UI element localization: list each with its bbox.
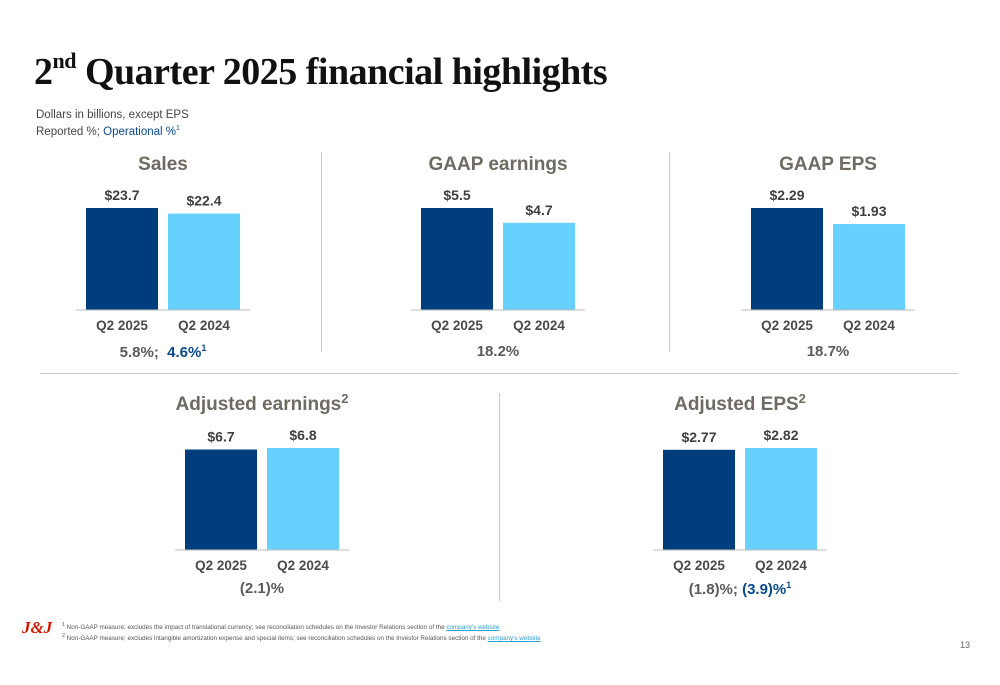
sales-bar-q2-2024 bbox=[168, 213, 240, 310]
divider-bottom bbox=[499, 393, 500, 601]
adjusted-eps-category-label: Q2 2024 bbox=[755, 558, 807, 573]
divider-horizontal bbox=[40, 373, 958, 374]
operational-label: Operational %1 bbox=[103, 125, 180, 138]
adjusted-eps-bar-q2-2025 bbox=[663, 449, 735, 550]
adjusted-eps-bar-q2-2024 bbox=[745, 448, 817, 550]
adjusted-earnings-category-label: Q2 2025 bbox=[195, 558, 247, 573]
divider-top-1 bbox=[321, 152, 322, 352]
gaap-eps-category-label: Q2 2024 bbox=[843, 318, 895, 333]
footnote-1: 1 Non-GAAP measure; excludes the impact … bbox=[62, 622, 500, 632]
sales-title: Sales bbox=[138, 154, 188, 175]
gaap-eps-chart: GAAP EPS $2.29 Q2 2025 $1.93 Q2 2024 bbox=[728, 145, 928, 340]
adjusted-eps-value-label: $2.82 bbox=[763, 427, 798, 443]
gaap-earnings-value-label: $4.7 bbox=[525, 202, 552, 218]
gaap-earnings-bar-q2-2025 bbox=[421, 208, 493, 310]
sales-category-label: Q2 2025 bbox=[96, 318, 148, 333]
sales-bar-q2-2025 bbox=[86, 208, 158, 310]
gaap-eps-value-label: $1.93 bbox=[851, 203, 886, 219]
footnote-2: 2 Non-GAAP measure; excludes intangible … bbox=[62, 633, 541, 643]
gaap-eps-bar-q2-2024 bbox=[833, 224, 905, 310]
units-note: Dollars in billions, except EPS bbox=[36, 109, 189, 121]
adjusted-earnings-value-label: $6.8 bbox=[289, 427, 316, 443]
sales-category-label: Q2 2024 bbox=[178, 318, 230, 333]
gaap-eps-category-label: Q2 2025 bbox=[761, 318, 813, 333]
adjusted-earnings-bar-q2-2025 bbox=[185, 449, 257, 550]
page-title: 2nd Quarter 2025 financial highlights bbox=[34, 48, 608, 93]
adjusted-eps-value-label: $2.77 bbox=[681, 429, 716, 445]
sales-value-label: $22.4 bbox=[186, 193, 221, 209]
jnj-logo: J&J bbox=[22, 618, 53, 637]
adjusted-earnings-title: Adjusted earnings2 bbox=[176, 391, 349, 415]
adjusted-earnings-category-label: Q2 2024 bbox=[277, 558, 329, 573]
reporting-note: Reported %; Operational %1 bbox=[36, 125, 180, 138]
adjusted-eps-title: Adjusted EPS2 bbox=[674, 391, 806, 415]
adjusted-earnings-bar-q2-2024 bbox=[267, 448, 339, 550]
gaap-eps-value-label: $2.29 bbox=[769, 187, 804, 203]
gaap-earnings-category-label: Q2 2025 bbox=[431, 318, 483, 333]
adjusted-eps-growth: (1.8)%; (3.9)%1 bbox=[688, 580, 792, 598]
company-website-link-2[interactable]: company's website bbox=[487, 635, 541, 643]
adjusted-earnings-growth: (2.1)% bbox=[239, 580, 285, 597]
sales-value-label: $23.7 bbox=[104, 187, 139, 203]
sales-growth: 5.8%; 4.6%1 bbox=[119, 343, 207, 361]
gaap-eps-growth: 18.7% bbox=[806, 343, 850, 360]
gaap-earnings-growth: 18.2% bbox=[476, 343, 520, 360]
divider-top-2 bbox=[669, 152, 670, 352]
company-website-link-1[interactable]: company's website bbox=[446, 624, 500, 632]
gaap-earnings-category-label: Q2 2024 bbox=[513, 318, 565, 333]
adjusted-earnings-chart: Adjusted earnings2 $6.7 Q2 2025 $6.8 Q2 2024 bbox=[162, 385, 362, 580]
adjusted-eps-chart: Adjusted EPS2 $2.77 Q2 2025 $2.82 Q2 2024 bbox=[640, 385, 840, 580]
gaap-earnings-value-label: $5.5 bbox=[443, 187, 470, 203]
page-number: 13 bbox=[959, 640, 970, 650]
adjusted-eps-category-label: Q2 2025 bbox=[673, 558, 725, 573]
gaap-earnings-title: GAAP earnings bbox=[428, 154, 567, 175]
adjusted-earnings-value-label: $6.7 bbox=[207, 429, 234, 445]
gaap-eps-title: GAAP EPS bbox=[779, 154, 877, 175]
sales-chart: Sales $23.7 Q2 2025 $22.4 Q2 2024 bbox=[63, 145, 263, 340]
gaap-earnings-chart: GAAP earnings $5.5 Q2 2025 $4.7 Q2 2024 bbox=[398, 145, 598, 340]
gaap-eps-bar-q2-2025 bbox=[751, 208, 823, 310]
gaap-earnings-bar-q2-2024 bbox=[503, 222, 575, 310]
